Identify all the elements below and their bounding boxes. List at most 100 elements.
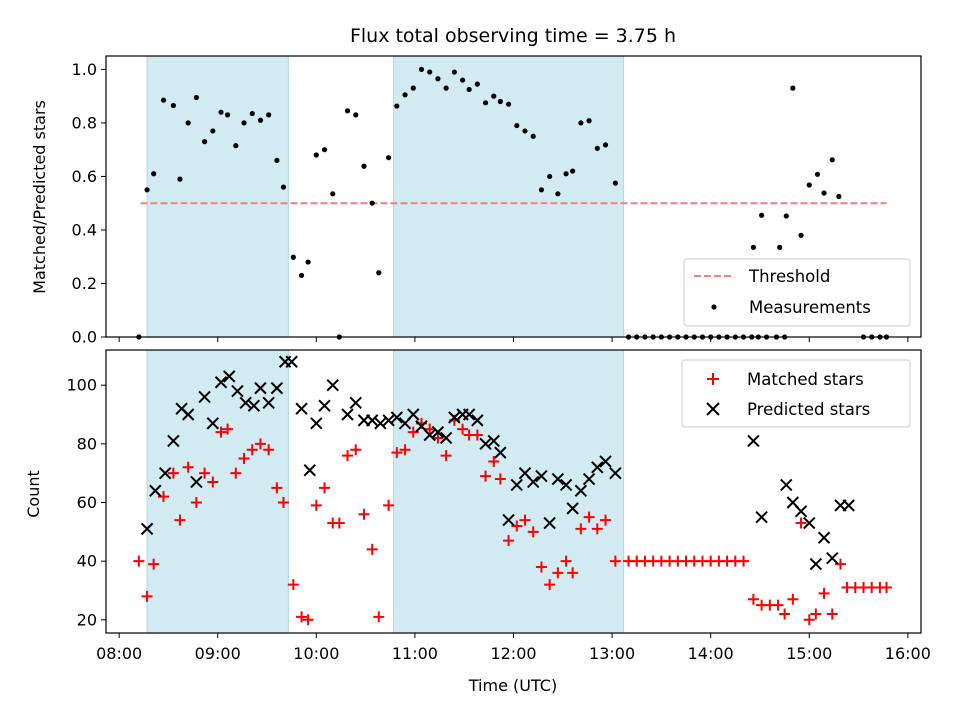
measurement-point	[305, 259, 311, 265]
y-tick-label: 0.0	[72, 328, 97, 347]
matched-star-point	[366, 543, 378, 555]
measurement-point	[298, 272, 305, 279]
bottom-y-ticks: 20 40 60 80 100	[66, 376, 106, 629]
predicted-star-point	[231, 384, 244, 398]
measurement-point	[790, 85, 796, 91]
predicted-star-point	[149, 484, 162, 497]
measurement-point	[224, 112, 231, 118]
x-tick-label: 13:00	[589, 644, 635, 663]
predicted-star-point	[214, 376, 228, 389]
y-tick-label: 0.2	[72, 274, 97, 293]
x-tick-label: 09:00	[195, 644, 241, 663]
predicted-star-point	[439, 431, 453, 445]
matched-star-point	[560, 555, 572, 567]
measurement-point	[451, 69, 457, 75]
measurement-point	[586, 118, 592, 124]
measurement-point	[218, 109, 224, 115]
matched-star-point	[503, 535, 515, 547]
matched-star-point	[319, 482, 331, 494]
predicted-star-point	[794, 505, 808, 518]
predicted-star-point	[448, 411, 461, 424]
bottom-x-ticks: 08:00 09:00 10:00 11:00 12:00 13:00 14:00 15:00…	[96, 633, 931, 663]
measurement-point	[144, 187, 150, 193]
matched-star-point	[358, 508, 370, 520]
matched-star-point	[591, 523, 603, 535]
predicted-star-point	[262, 396, 275, 409]
bottom-legend-box	[681, 359, 911, 428]
measurement-point	[563, 171, 569, 177]
measurement-point	[466, 86, 472, 93]
predicted-star-point	[487, 434, 500, 448]
x-tick-label: 08:00	[96, 644, 142, 663]
matched-star-point	[263, 444, 275, 456]
x-tick-label: 10:00	[293, 644, 339, 663]
matched-star-point	[787, 593, 799, 605]
bottom-shaded-intervals	[146, 349, 625, 634]
measurement-point	[321, 147, 328, 153]
matched-star-point	[167, 467, 179, 479]
y-tick-label: 60	[77, 493, 97, 512]
measurement-point	[435, 76, 441, 82]
measurement-point	[249, 110, 255, 117]
matched-star-point	[238, 453, 250, 465]
matched-star-point	[494, 473, 506, 485]
predicted-star-point	[431, 425, 445, 439]
measurement-point	[497, 98, 503, 105]
predicted-star-point	[158, 466, 172, 480]
shaded-interval	[393, 349, 625, 634]
predicted-star-point	[382, 414, 395, 427]
measurement-point	[170, 102, 176, 109]
measurement-point	[427, 69, 433, 75]
matched-star-point	[174, 514, 186, 526]
matched-star-point	[575, 523, 587, 535]
top-legend: Threshold Measurements	[683, 258, 911, 327]
predicted-star-point	[510, 478, 523, 492]
top-y-axis-label: Matched/Predicted stars	[30, 100, 49, 294]
predicted-star-point	[817, 531, 831, 544]
measurement-point	[274, 157, 280, 163]
matched-star-point	[779, 608, 791, 620]
shaded-interval	[146, 349, 289, 634]
measurement-point	[777, 244, 783, 250]
predicted-star-point	[167, 434, 180, 448]
matched-star-point	[795, 517, 807, 529]
shaded-interval	[393, 55, 625, 338]
matched-star-point	[399, 444, 411, 456]
matched-star-point	[527, 526, 539, 538]
measurement-point	[814, 171, 821, 177]
predicted-star-point	[535, 469, 548, 483]
y-tick-label: 40	[77, 552, 97, 571]
matched-star-point	[342, 450, 354, 462]
measurement-point	[257, 117, 264, 123]
y-tick-label: 0.4	[72, 220, 97, 239]
measurement-point	[280, 184, 287, 190]
predicted-star-point	[566, 502, 579, 515]
measurement-point	[555, 191, 561, 197]
matched-star-point	[182, 461, 194, 473]
predicted-star-point	[310, 417, 323, 430]
predicted-star-point	[390, 411, 404, 424]
top-panel: 0.0 0.2 0.4 0.6 0.8 1.0 Matched/Predicted sta…	[30, 55, 922, 347]
legend-predicted-label: Predicted stars	[747, 400, 870, 419]
matched-star-point	[818, 587, 830, 599]
y-tick-label: 100	[66, 376, 97, 395]
predicted-star-point	[365, 414, 379, 427]
matched-star-point	[271, 482, 283, 494]
measurement-point	[410, 85, 416, 91]
top-x-ticks	[118, 337, 909, 342]
predicted-star-point	[190, 475, 203, 489]
matched-stars-points	[133, 414, 892, 626]
matched-star-point	[519, 514, 531, 526]
predicted-star-point	[809, 557, 823, 571]
measurement-point	[514, 122, 520, 129]
measurement-point	[530, 133, 536, 139]
measurement-point	[330, 191, 336, 197]
measurement-point	[522, 128, 528, 134]
predicted-star-point	[181, 408, 195, 421]
measurement-point	[177, 176, 183, 182]
predicted-star-point	[582, 472, 596, 486]
predicted-star-point	[551, 472, 565, 486]
measurement-point	[570, 168, 576, 174]
predicted-star-point	[318, 399, 331, 412]
